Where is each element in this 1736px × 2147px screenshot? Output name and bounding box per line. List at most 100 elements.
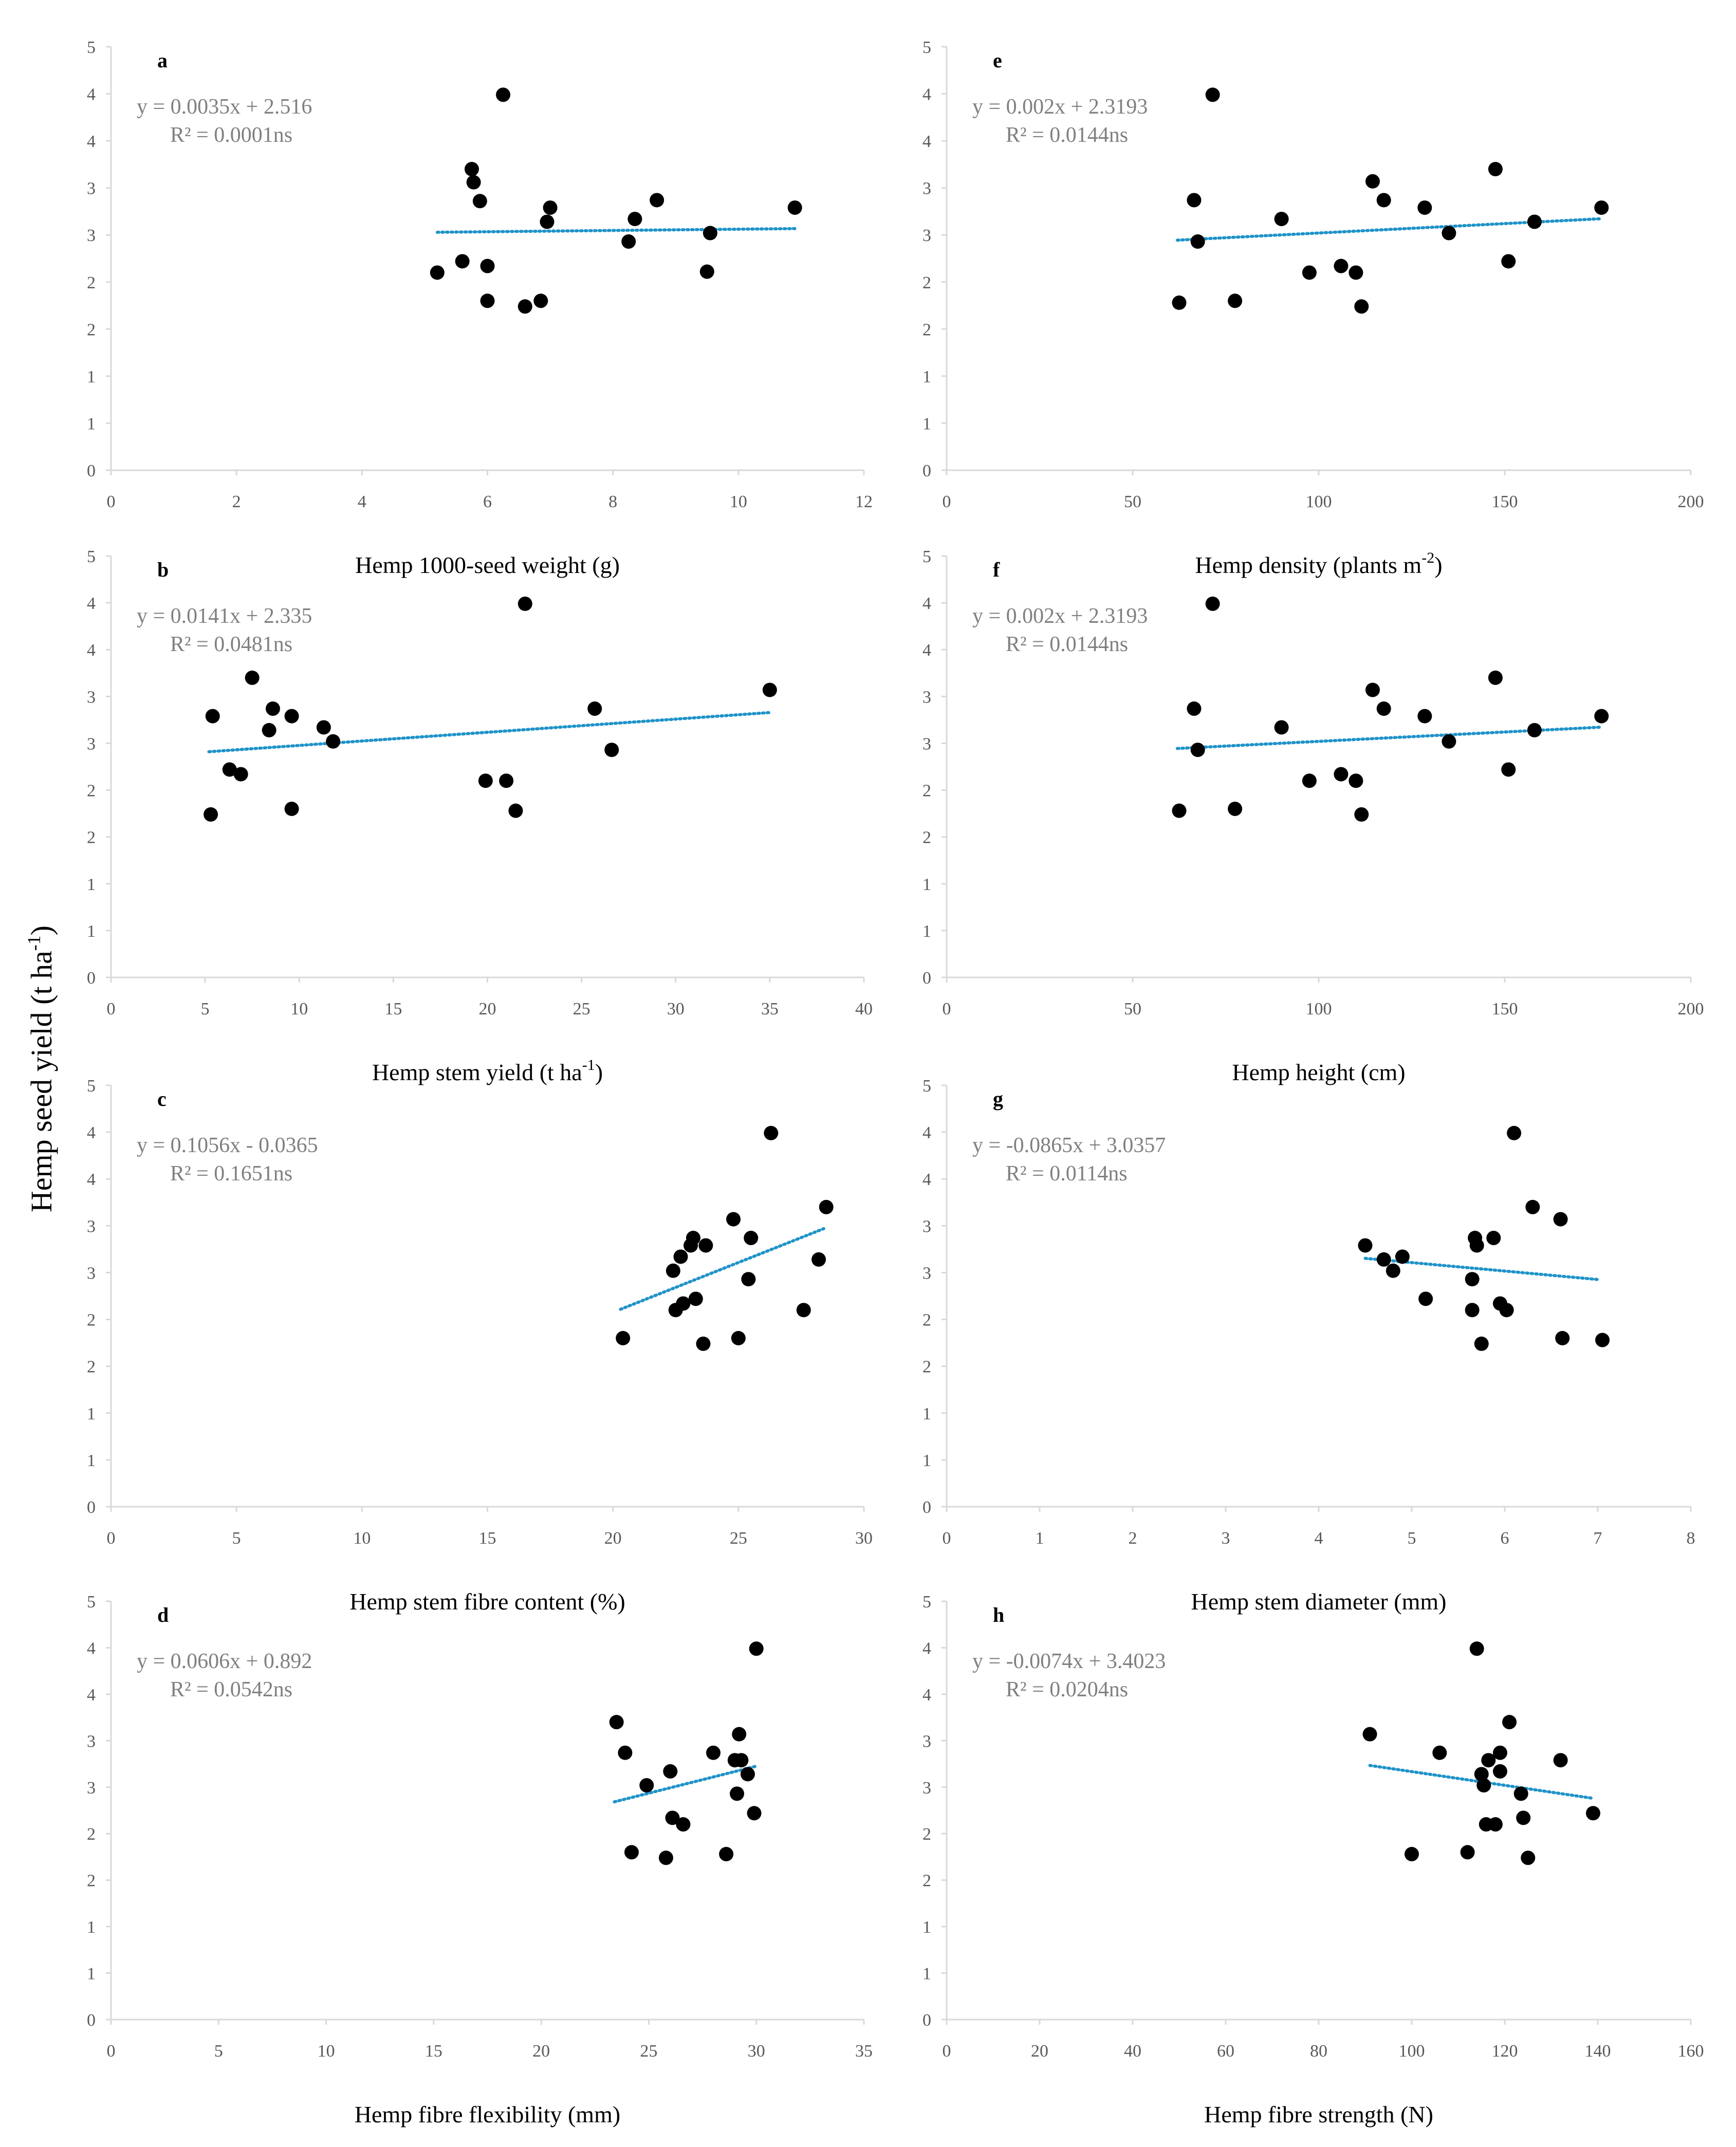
- data-point: [1553, 1753, 1568, 1768]
- data-point: [811, 1252, 826, 1267]
- y-tick-label: 4: [922, 85, 931, 104]
- y-tick-label: 2: [87, 1825, 96, 1844]
- data-point: [1488, 670, 1503, 685]
- data-point: [744, 1231, 759, 1246]
- y-tick-label: 2: [87, 1872, 96, 1891]
- y-tick-label: 4: [87, 641, 96, 660]
- x-tick-label: 2: [232, 492, 241, 511]
- y-tick-label: 2: [87, 273, 96, 292]
- y-tick-label: 0: [922, 1498, 931, 1517]
- data-point: [688, 1291, 703, 1306]
- data-point: [627, 212, 642, 227]
- trend-line: [619, 1227, 825, 1311]
- data-point: [639, 1778, 654, 1793]
- panel-letter: h: [993, 1603, 1004, 1626]
- data-point: [1187, 701, 1202, 716]
- y-tick-label: 4: [87, 132, 96, 151]
- x-tick-label: 200: [1678, 1000, 1704, 1019]
- y-tick-label: 2: [87, 828, 96, 847]
- x-axis-label: Hemp stem fibre content (%): [349, 1588, 625, 1615]
- regression-equation: y = -0.0865x + 3.0357: [972, 1134, 1166, 1157]
- data-point: [1474, 1336, 1489, 1351]
- regression-equation: y = 0.0141x + 2.335: [137, 604, 312, 628]
- data-point: [1525, 1199, 1540, 1214]
- x-tick-label: 40: [855, 1000, 873, 1019]
- data-point: [1376, 701, 1391, 716]
- data-point: [472, 194, 487, 209]
- y-tick-label: 5: [922, 547, 931, 566]
- x-tick-label: 150: [1492, 492, 1518, 511]
- data-point: [819, 1199, 834, 1214]
- data-point: [1302, 773, 1317, 788]
- x-tick-label: 5: [1408, 1529, 1416, 1548]
- data-point: [726, 1212, 741, 1227]
- x-tick-label: 10: [290, 1000, 308, 1019]
- data-point: [658, 1850, 673, 1865]
- x-tick-label: 0: [107, 1000, 116, 1019]
- data-point: [1474, 1767, 1489, 1782]
- data-point: [650, 193, 664, 208]
- data-point: [1302, 265, 1317, 280]
- panel-letter: g: [993, 1087, 1003, 1110]
- panel-h: 0 1 1 2 2 3 3 4 4 5 0 20 40 60 80 100 120 140 160 Hemp fibr…: [922, 1593, 1704, 2127]
- data-point: [1386, 1263, 1400, 1278]
- data-point: [1516, 1810, 1531, 1825]
- y-tick-label: 3: [922, 1732, 931, 1751]
- r-squared: R² = 0.0001ns: [170, 123, 292, 147]
- y-tick-label: 2: [87, 782, 96, 801]
- x-tick-label: 0: [943, 1000, 951, 1019]
- data-point: [205, 709, 220, 724]
- panel-g: 0 1 1 2 2 3 3 4 4 5 0 1 2 3 4 5 6 7 8 Hemp stem diameter (m…: [922, 1077, 1695, 1615]
- data-point: [284, 802, 299, 816]
- data-point: [533, 293, 548, 308]
- data-point: [796, 1303, 811, 1318]
- data-point: [1365, 682, 1380, 697]
- data-point: [1187, 193, 1202, 208]
- r-squared: R² = 0.0204ns: [1006, 1678, 1128, 1701]
- data-point: [1502, 1715, 1517, 1730]
- y-tick-label: 1: [87, 875, 96, 894]
- data-point: [1417, 200, 1432, 215]
- data-point: [1595, 1332, 1610, 1347]
- y-tick-label: 2: [922, 320, 931, 339]
- data-point: [624, 1845, 639, 1860]
- data-point: [1172, 803, 1187, 818]
- y-tick-label: 3: [922, 1264, 931, 1283]
- y-tick-label: 1: [87, 1404, 96, 1423]
- x-tick-label: 80: [1310, 2042, 1327, 2061]
- data-point: [1442, 226, 1456, 240]
- data-point: [480, 293, 495, 308]
- r-squared: R² = 0.1651ns: [170, 1162, 292, 1186]
- y-tick-label: 3: [87, 1264, 96, 1283]
- data-point: [1334, 258, 1349, 273]
- x-tick-label: 10: [353, 1529, 371, 1548]
- y-tick-label: 0: [922, 461, 931, 480]
- x-tick-label: 1: [1036, 1529, 1044, 1548]
- y-tick-label: 1: [87, 1918, 96, 1937]
- data-point: [543, 200, 558, 215]
- data-point: [1527, 723, 1542, 737]
- y-tick-label: 3: [922, 226, 931, 245]
- y-tick-label: 3: [922, 1779, 931, 1798]
- y-tick-label: 1: [87, 922, 96, 941]
- data-point: [719, 1847, 734, 1862]
- data-point: [699, 264, 714, 279]
- x-tick-label: 12: [855, 492, 873, 511]
- y-tick-label: 3: [922, 1217, 931, 1236]
- x-tick-label: 20: [1031, 2042, 1048, 2061]
- y-tick-label: 4: [87, 1686, 96, 1705]
- data-point: [1594, 709, 1609, 724]
- y-tick-label: 4: [87, 1170, 96, 1189]
- x-tick-label: 140: [1585, 2042, 1611, 2061]
- data-point: [1521, 1850, 1536, 1865]
- data-point: [1507, 1125, 1522, 1140]
- x-tick-label: 200: [1678, 492, 1704, 511]
- data-point: [1486, 1231, 1501, 1246]
- y-tick-label: 4: [922, 594, 931, 613]
- y-tick-label: 3: [87, 688, 96, 707]
- y-tick-label: 2: [922, 1358, 931, 1377]
- data-point: [1501, 254, 1516, 269]
- y-tick-label: 1: [922, 1965, 931, 1984]
